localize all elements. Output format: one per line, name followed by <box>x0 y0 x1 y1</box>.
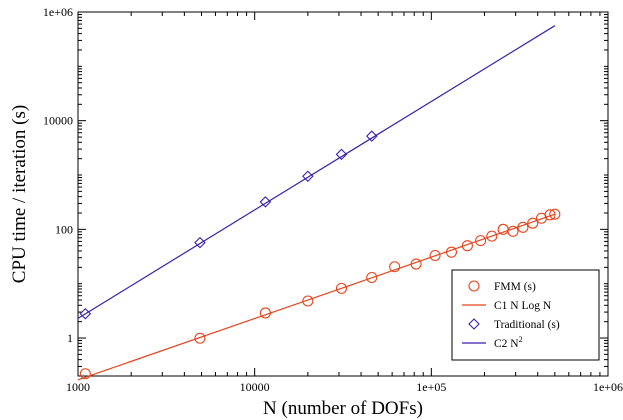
y-tick-label: 1e+06 <box>43 5 73 19</box>
fmm-data-point <box>461 240 473 252</box>
traditional-data-point <box>365 130 378 142</box>
traditional-data-point <box>335 148 348 161</box>
x-tick-label: 10000 <box>240 380 270 394</box>
y-tick-label: 100 <box>55 222 73 236</box>
legend-label-superscript: 2 <box>519 335 523 344</box>
ticks-layer: 1000 10000 1e+05 1e+06 1 100 10000 1e+06 <box>43 5 623 394</box>
fmm-data-point <box>302 295 314 307</box>
traditional-data-point <box>194 236 206 249</box>
plot-frame <box>77 11 609 377</box>
legend-label-text: C2 N <box>494 338 519 350</box>
fmm-data-point <box>507 225 519 237</box>
legend-label: Traditional (s) <box>494 319 560 331</box>
fmm-data-point <box>429 249 441 262</box>
legend-label-text: C1 N Log N <box>494 300 552 312</box>
y-tick-label: 10000 <box>43 114 73 128</box>
fmm-data-point <box>79 368 91 380</box>
legend-box <box>451 269 600 361</box>
fmm-data-point <box>259 307 271 319</box>
x-tick-label: 1e+06 <box>593 380 623 394</box>
fmm-data-point <box>475 235 487 247</box>
traditional-data-point <box>259 196 272 208</box>
x-axis-title: N (number of DOFs) <box>263 398 423 419</box>
legend-items: FMM (s) C1 N Log N Traditional (s) C2 N2 <box>462 280 560 350</box>
series-line-c2-n-2 <box>77 25 556 319</box>
fmm-data-point <box>544 209 556 221</box>
fmm-data-point <box>389 261 401 273</box>
legend-symbol-diamond <box>468 318 480 330</box>
fmm-data-point <box>366 271 378 284</box>
legend-label: C1 N Log N <box>494 300 552 312</box>
fmm-data-point <box>445 246 458 258</box>
y-tick-label: 1 <box>67 331 73 345</box>
fmm-data-point <box>194 332 206 344</box>
fmm-data-point <box>497 223 509 235</box>
legend-label-text: FMM (s) <box>494 281 536 293</box>
fmm-data-point <box>335 282 348 294</box>
legend-label: FMM (s) <box>494 281 536 293</box>
fmm-data-point <box>517 221 529 233</box>
traditional-data-point <box>79 307 92 320</box>
fmm-data-point <box>527 217 539 229</box>
fmm-data-point <box>410 258 422 270</box>
fmm-data-point <box>486 230 498 242</box>
x-tick-label: 1000 <box>66 380 90 394</box>
legend-symbol-circle <box>468 280 480 292</box>
legend-label: C2 N2 <box>494 335 523 350</box>
traditional-data-point <box>302 170 314 182</box>
fmm-data-point <box>549 208 561 220</box>
legend: FMM (s) C1 N Log N Traditional (s) C2 N2 <box>451 269 600 361</box>
x-tick-label: 1e+05 <box>416 380 446 394</box>
legend-label-text: Traditional (s) <box>494 319 560 331</box>
series-layer <box>77 25 561 381</box>
y-axis-title: CPU time / iteration (s) <box>9 105 30 283</box>
